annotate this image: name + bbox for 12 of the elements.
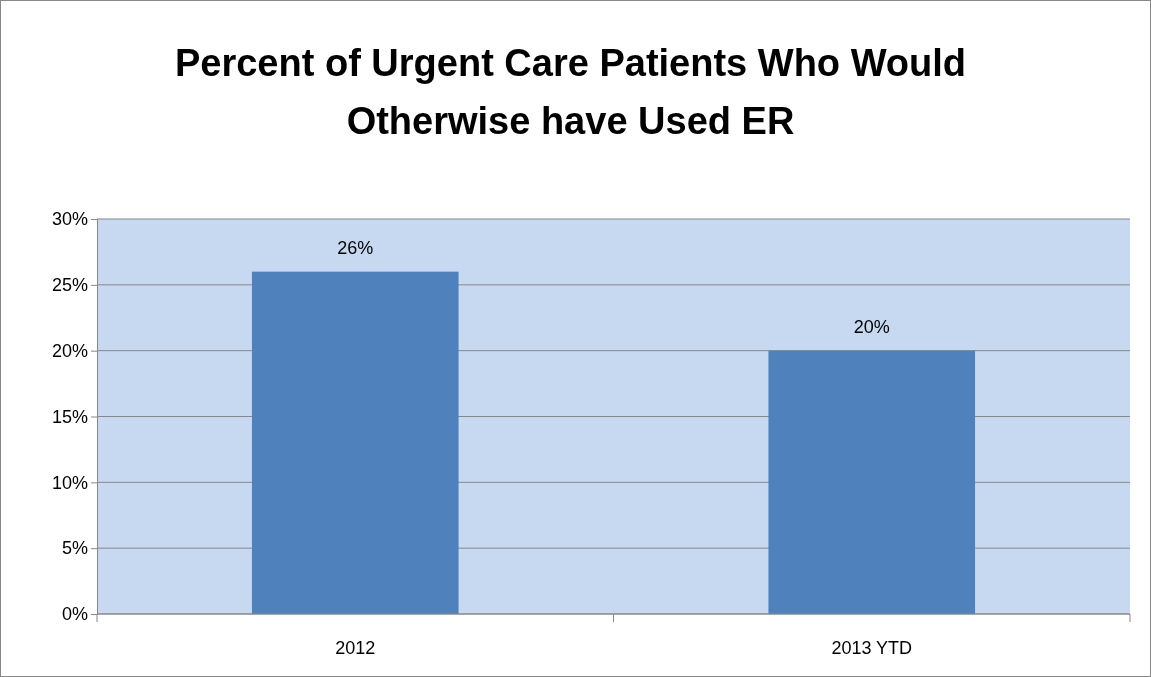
data-label: 26% bbox=[337, 237, 374, 258]
y-tick-label: 0% bbox=[61, 604, 88, 625]
x-tick-label: 2012 bbox=[335, 638, 376, 658]
chart-title: Percent of Urgent Care Patients Who Would Otherwise have Used ER bbox=[174, 42, 967, 142]
y-tick-label: 15% bbox=[51, 406, 88, 427]
y-tick-label: 20% bbox=[51, 340, 88, 361]
y-tick-label: 30% bbox=[51, 209, 88, 230]
data-label: 20% bbox=[853, 316, 890, 337]
y-tick-label: 25% bbox=[51, 275, 88, 296]
y-tick-label: 10% bbox=[51, 472, 88, 493]
y-tick-label: 5% bbox=[61, 538, 88, 559]
x-tick-label: 2013 YTD bbox=[831, 638, 913, 658]
